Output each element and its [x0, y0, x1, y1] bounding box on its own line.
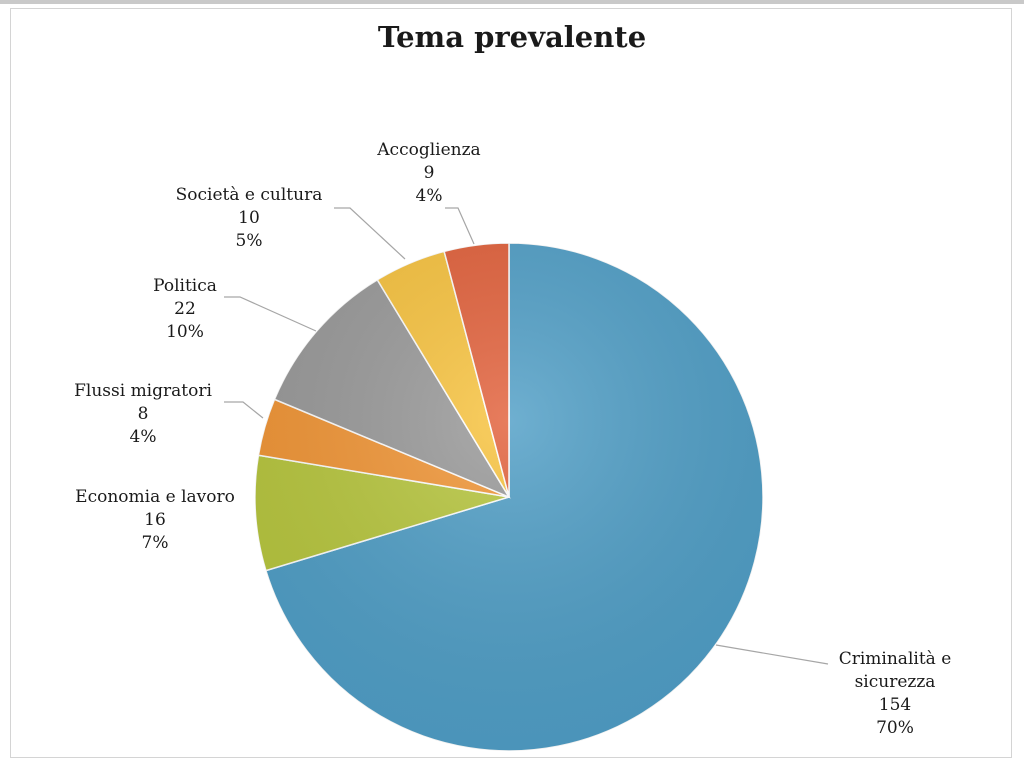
slice-percent: 70%	[876, 718, 914, 738]
chart-title: Tema prevalente	[377, 20, 647, 54]
slice-value: 154	[879, 695, 911, 715]
slice-label: Economia e lavoro	[75, 487, 235, 507]
slice-label: Società e cultura	[176, 185, 323, 205]
leader-line	[715, 644, 829, 665]
top-border	[0, 0, 1024, 4]
slice-percent: 10%	[166, 322, 204, 342]
slice-value: 16	[144, 510, 166, 530]
slice-percent: 5%	[236, 231, 263, 251]
slice-value: 8	[138, 404, 149, 424]
leader-line	[224, 401, 264, 419]
slice-value: 10	[238, 208, 260, 228]
leader-line	[334, 207, 406, 260]
slice-label: Flussi migratori	[74, 381, 212, 401]
slice-percent: 4%	[130, 427, 157, 447]
slice-label: sicurezza	[855, 672, 936, 692]
slice-label: Accoglienza	[376, 140, 480, 160]
leader-line	[445, 207, 475, 245]
slice-percent: 4%	[416, 186, 443, 206]
slice-label: Politica	[153, 276, 217, 296]
leader-line	[224, 296, 317, 332]
slice-value: 22	[174, 299, 196, 319]
slice-label: Criminalità e	[839, 649, 952, 669]
slice-percent: 7%	[142, 533, 169, 553]
slice-value: 9	[424, 163, 435, 183]
